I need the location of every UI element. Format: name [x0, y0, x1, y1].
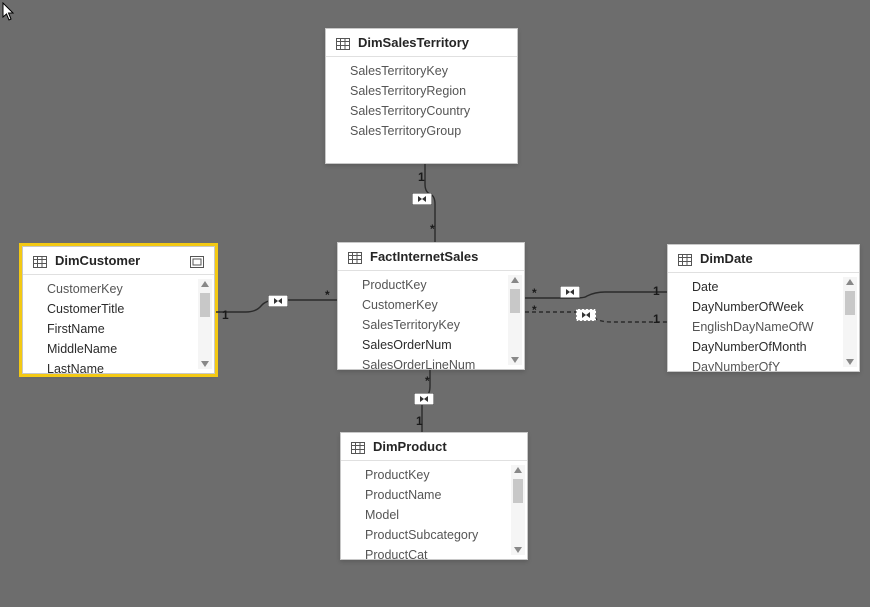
field-item[interactable]: CustomerKey: [23, 279, 214, 299]
field-item[interactable]: Model: [341, 505, 527, 525]
scroll-thumb[interactable]: [200, 293, 210, 317]
table-header[interactable]: DimSalesTerritory: [326, 29, 517, 57]
field-item[interactable]: ProductSubcategory: [341, 525, 527, 545]
table-icon: [336, 37, 350, 49]
expand-icon[interactable]: [190, 255, 204, 267]
table-dim-date[interactable]: DimDate Date DayNumberOfWeek EnglishDayN…: [667, 244, 860, 372]
field-item[interactable]: CustomerKey: [338, 295, 524, 315]
field-item[interactable]: ProductKey: [341, 465, 527, 485]
table-title: DimSalesTerritory: [358, 35, 469, 50]
relationship-line-inactive[interactable]: [525, 308, 667, 328]
table-dim-sales-territory[interactable]: DimSalesTerritory SalesTerritoryKey Sale…: [325, 28, 518, 164]
table-dim-customer[interactable]: DimCustomer CustomerKey CustomerTitle Fi…: [22, 246, 215, 374]
cardinality-one: 1: [653, 312, 660, 326]
table-fact-internet-sales[interactable]: FactInternetSales ProductKey CustomerKey…: [337, 242, 525, 370]
table-icon: [351, 441, 365, 453]
field-item[interactable]: Date: [668, 277, 859, 297]
filter-direction-icon: [268, 294, 288, 312]
field-list: Date DayNumberOfWeek EnglishDayNameOfW D…: [668, 273, 859, 371]
field-item[interactable]: LastName: [23, 359, 214, 373]
field-item[interactable]: DayNumberOfMonth: [668, 337, 859, 357]
filter-direction-icon: [414, 392, 434, 410]
field-item[interactable]: FirstName: [23, 319, 214, 339]
scroll-up-icon[interactable]: [510, 275, 520, 285]
table-header[interactable]: DimDate: [668, 245, 859, 273]
scroll-down-icon[interactable]: [510, 355, 520, 365]
field-item[interactable]: SalesTerritoryRegion: [326, 81, 517, 101]
table-title: DimDate: [700, 251, 753, 266]
field-list: ProductKey CustomerKey SalesTerritoryKey…: [338, 271, 524, 369]
scrollbar[interactable]: [511, 465, 525, 555]
field-item[interactable]: SalesOrderLineNum: [338, 355, 524, 369]
table-header[interactable]: DimCustomer: [23, 247, 214, 275]
table-header[interactable]: DimProduct: [341, 433, 527, 461]
field-item[interactable]: ProductKey: [338, 275, 524, 295]
mouse-cursor: [2, 2, 16, 22]
scroll-down-icon[interactable]: [513, 545, 523, 555]
field-item[interactable]: DayNumberOfY: [668, 357, 859, 371]
field-item[interactable]: ProductName: [341, 485, 527, 505]
cardinality-many: *: [430, 222, 435, 236]
table-icon: [33, 255, 47, 267]
cardinality-one: 1: [416, 414, 423, 428]
scroll-thumb[interactable]: [510, 289, 520, 313]
table-icon: [348, 251, 362, 263]
field-item[interactable]: ProductCat: [341, 545, 527, 559]
scrollbar[interactable]: [508, 275, 522, 365]
cardinality-one: 1: [222, 308, 229, 322]
scroll-down-icon[interactable]: [845, 357, 855, 367]
scroll-thumb[interactable]: [513, 479, 523, 503]
cardinality-many: *: [325, 288, 330, 302]
scrollbar[interactable]: [198, 279, 212, 369]
filter-direction-icon: [560, 285, 580, 303]
table-dim-product[interactable]: DimProduct ProductKey ProductName Model …: [340, 432, 528, 560]
cardinality-one: 1: [653, 284, 660, 298]
cardinality-one: 1: [418, 170, 425, 184]
scroll-thumb[interactable]: [845, 291, 855, 315]
table-icon: [678, 253, 692, 265]
field-item[interactable]: SalesTerritoryKey: [326, 61, 517, 81]
field-list: CustomerKey CustomerTitle FirstName Midd…: [23, 275, 214, 373]
table-header[interactable]: FactInternetSales: [338, 243, 524, 271]
field-list: SalesTerritoryKey SalesTerritoryRegion S…: [326, 57, 517, 163]
table-title: DimProduct: [373, 439, 447, 454]
field-item[interactable]: SalesOrderNum: [338, 335, 524, 355]
field-item[interactable]: SalesTerritoryKey: [338, 315, 524, 335]
field-item[interactable]: SalesTerritoryGroup: [326, 121, 517, 141]
scrollbar[interactable]: [843, 277, 857, 367]
relationship-line[interactable]: [525, 290, 667, 310]
field-item[interactable]: EnglishDayNameOfW: [668, 317, 859, 337]
scroll-up-icon[interactable]: [845, 277, 855, 287]
field-item[interactable]: DayNumberOfWeek: [668, 297, 859, 317]
field-list: ProductKey ProductName Model ProductSubc…: [341, 461, 527, 559]
cardinality-many: *: [532, 286, 537, 300]
filter-direction-icon: [576, 308, 596, 326]
scroll-down-icon[interactable]: [200, 359, 210, 369]
field-item[interactable]: MiddleName: [23, 339, 214, 359]
field-item[interactable]: CustomerTitle: [23, 299, 214, 319]
cardinality-many: *: [532, 303, 537, 317]
scroll-up-icon[interactable]: [200, 279, 210, 289]
cardinality-many: *: [425, 374, 430, 388]
field-item[interactable]: SalesTerritoryCountry: [326, 101, 517, 121]
table-title: DimCustomer: [55, 253, 140, 268]
filter-direction-icon: [412, 192, 432, 210]
table-title: FactInternetSales: [370, 249, 478, 264]
scroll-up-icon[interactable]: [513, 465, 523, 475]
